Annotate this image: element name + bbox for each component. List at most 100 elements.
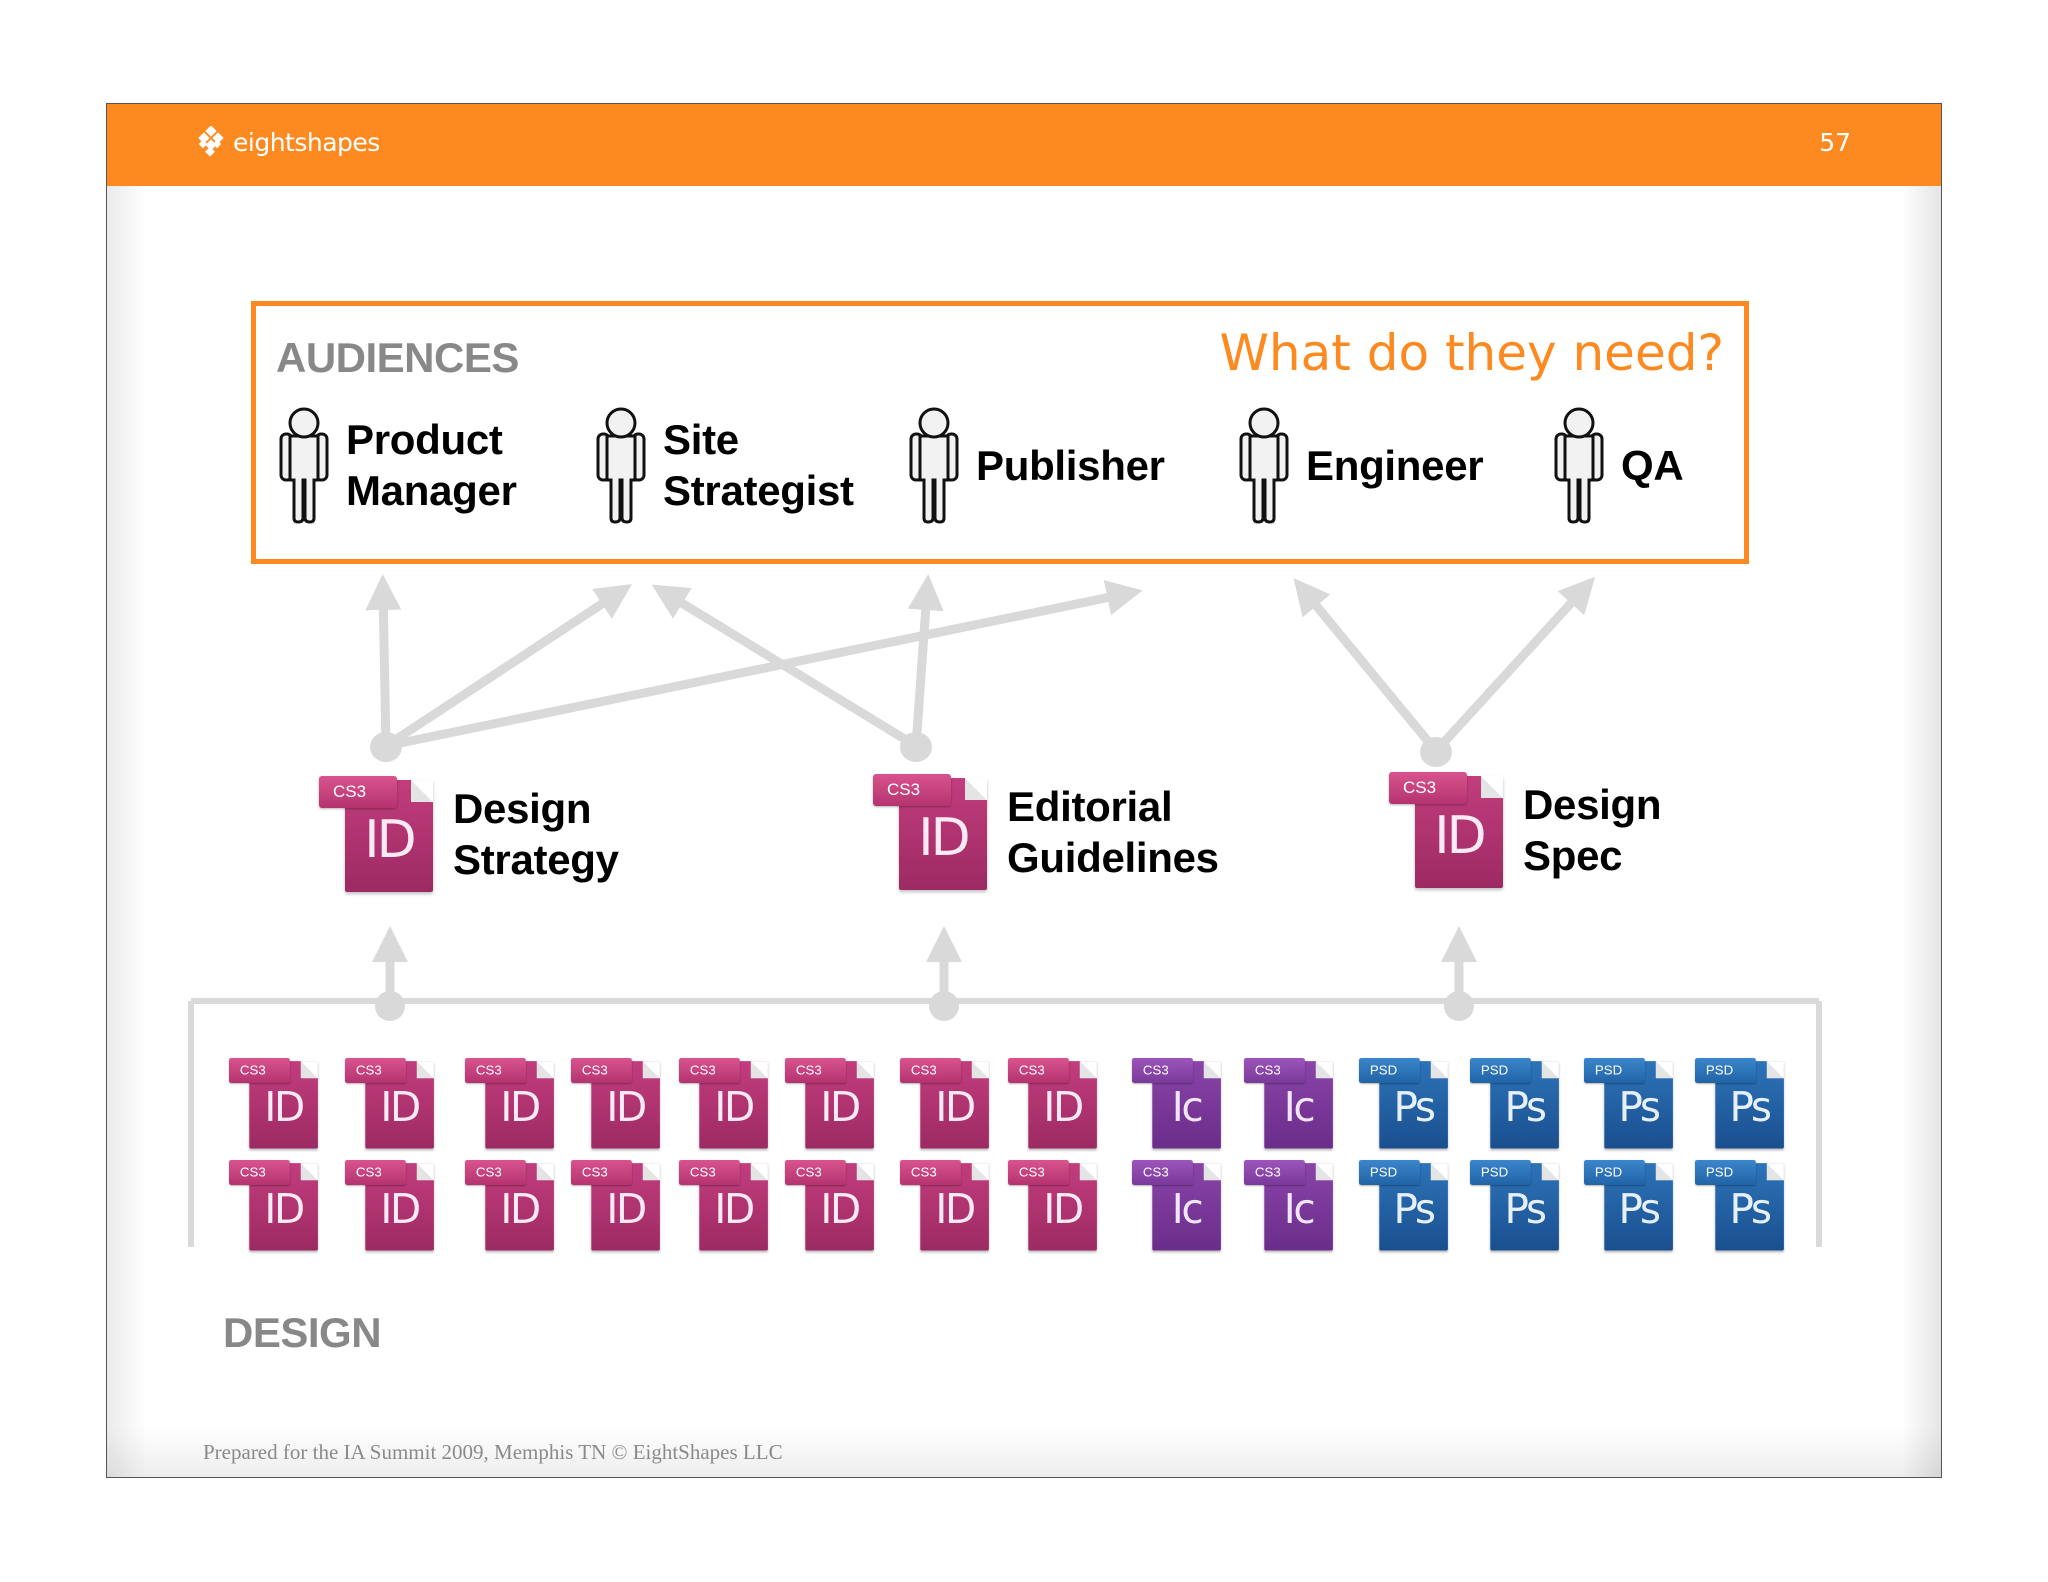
file-badge: CS3 [900, 1160, 961, 1185]
file-badge: CS3 [1389, 772, 1467, 804]
indesign-cs3-file-icon: CS3 ID [345, 1160, 434, 1251]
design-file: CS3 ID [900, 1058, 1014, 1174]
audiences-question: What do they need? [1219, 324, 1724, 382]
file-glyph: ID [820, 1084, 861, 1132]
audience-label: Engineer [1306, 440, 1484, 491]
file-badge: CS3 [571, 1160, 632, 1185]
file-glyph: Ic [1283, 1084, 1316, 1132]
file-badge: CS3 [1244, 1058, 1305, 1083]
indesign-cs3-file-icon: CS3 ID [319, 776, 433, 892]
audience-label-line1: Product [346, 416, 503, 463]
audience-product-manager: Product Manager [276, 406, 517, 524]
file-badge: CS3 [785, 1058, 846, 1083]
person-icon [909, 407, 959, 524]
design-file: PSD Ps [1470, 1058, 1584, 1174]
file-badge: CS3 [785, 1160, 846, 1185]
design-file: CS3 Ic [1132, 1160, 1246, 1276]
design-file: CS3 ID [229, 1058, 343, 1174]
deliverable-design-strategy: CS3 ID Design Strategy [319, 776, 619, 892]
design-file: PSD Ps [1584, 1160, 1698, 1276]
file-glyph: Ps [1618, 1084, 1661, 1132]
logo: eightshapes [195, 126, 380, 158]
indesign-cs3-file-icon: CS3 ID [1008, 1058, 1097, 1149]
photoshop-psd-file-icon: PSD Ps [1584, 1160, 1673, 1251]
file-glyph: Ps [1729, 1186, 1772, 1234]
design-file: CS3 ID [571, 1160, 685, 1276]
incopy-cs3-file-icon: CS3 Ic [1132, 1160, 1221, 1251]
design-file: CS3 Ic [1244, 1160, 1358, 1276]
design-file: CS3 ID [465, 1058, 579, 1174]
file-glyph: ID [820, 1186, 861, 1234]
file-badge: CS3 [465, 1160, 526, 1185]
audience-label-line1: QA [1621, 441, 1684, 489]
file-glyph: ID [380, 1084, 421, 1132]
deliverable-label: Design Strategy [453, 783, 619, 885]
indesign-cs3-file-icon: CS3 ID [345, 1058, 434, 1149]
file-glyph: Ps [1504, 1084, 1547, 1132]
design-file: CS3 ID [785, 1058, 899, 1174]
design-file: PSD Ps [1359, 1160, 1473, 1276]
deliverable-design-spec: CS3 ID Design Spec [1389, 772, 1662, 888]
photoshop-psd-file-icon: PSD Ps [1359, 1160, 1448, 1251]
file-glyph: ID [1434, 806, 1486, 866]
design-file: CS3 ID [1008, 1160, 1122, 1276]
file-glyph: ID [935, 1186, 976, 1234]
indesign-cs3-file-icon: CS3 ID [571, 1058, 660, 1149]
deliverable-label-line2: Guidelines [1007, 834, 1219, 881]
design-label: DESIGN [223, 1309, 382, 1356]
design-file: CS3 ID [571, 1058, 685, 1174]
design-file: CS3 ID [345, 1160, 459, 1276]
design-file: CS3 ID [900, 1160, 1014, 1276]
design-file: PSD Ps [1695, 1160, 1809, 1276]
file-badge: CS3 [1244, 1160, 1305, 1185]
audiences-title: AUDIENCES [276, 334, 519, 381]
indesign-cs3-file-icon: CS3 ID [900, 1160, 989, 1251]
design-file: CS3 ID [345, 1058, 459, 1174]
deliverable-label-line1: Design [453, 785, 592, 832]
file-badge: CS3 [1008, 1160, 1069, 1185]
audience-label: QA [1621, 440, 1684, 491]
indesign-cs3-file-icon: CS3 ID [873, 774, 987, 890]
audience-label: Site Strategist [663, 414, 854, 516]
file-badge: CS3 [1008, 1058, 1069, 1083]
file-glyph: Ps [1393, 1186, 1436, 1234]
incopy-cs3-file-icon: CS3 Ic [1244, 1160, 1333, 1251]
slide-header: eightshapes 57 [107, 104, 1941, 186]
design-file: PSD Ps [1359, 1058, 1473, 1174]
file-glyph: ID [264, 1084, 305, 1132]
file-glyph: ID [935, 1084, 976, 1132]
file-badge: PSD [1470, 1160, 1531, 1185]
design-file: CS3 ID [229, 1160, 343, 1276]
file-glyph: ID [364, 810, 416, 870]
file-glyph: ID [500, 1186, 541, 1234]
audiences-box: AUDIENCES What do they need? Product Man… [251, 301, 1749, 564]
indesign-cs3-file-icon: CS3 ID [571, 1160, 660, 1251]
eightshapes-logo-icon [198, 126, 224, 157]
file-badge: CS3 [571, 1058, 632, 1083]
file-badge: CS3 [319, 776, 397, 808]
photoshop-psd-file-icon: PSD Ps [1695, 1058, 1784, 1149]
indesign-cs3-file-icon: CS3 ID [900, 1058, 989, 1149]
deliverable-label: Design Spec [1523, 779, 1662, 881]
deliverable-editorial-guidelines: CS3 ID Editorial Guidelines [873, 774, 1219, 890]
design-file: PSD Ps [1695, 1058, 1809, 1174]
design-file: CS3 ID [679, 1058, 793, 1174]
file-glyph: ID [1043, 1186, 1084, 1234]
file-badge: CS3 [679, 1160, 740, 1185]
incopy-cs3-file-icon: CS3 Ic [1132, 1058, 1221, 1149]
audience-label-line1: Publisher [976, 441, 1165, 489]
deliverable-label-line2: Spec [1523, 832, 1623, 879]
file-badge: CS3 [900, 1058, 961, 1083]
file-glyph: Ic [1171, 1186, 1204, 1234]
audience-label: Publisher [976, 440, 1165, 491]
file-glyph: Ps [1393, 1084, 1436, 1132]
indesign-cs3-file-icon: CS3 ID [465, 1160, 554, 1251]
person-icon [279, 407, 329, 524]
file-badge: PSD [1359, 1058, 1420, 1083]
file-badge: CS3 [229, 1160, 290, 1185]
incopy-cs3-file-icon: CS3 Ic [1244, 1058, 1333, 1149]
audience-site-strategist: Site Strategist [593, 406, 854, 524]
design-file: CS3 Ic [1244, 1058, 1358, 1174]
file-glyph: ID [714, 1186, 755, 1234]
audience-engineer: Engineer [1236, 406, 1484, 524]
